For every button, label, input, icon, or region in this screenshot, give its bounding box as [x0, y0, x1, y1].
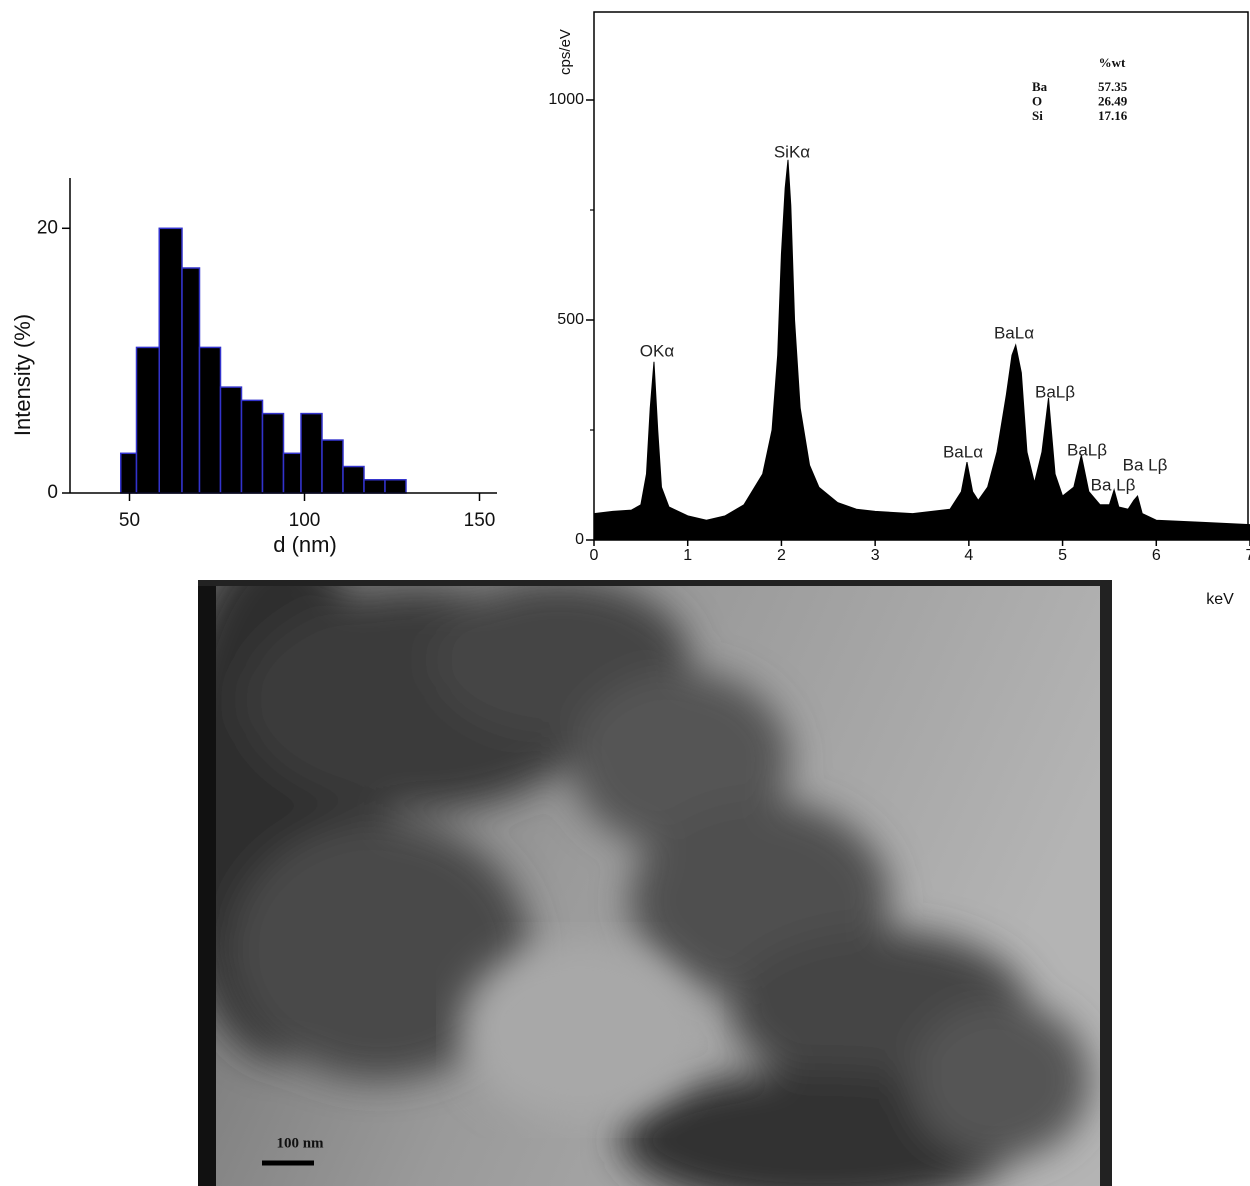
- element: O: [1032, 93, 1042, 108]
- scale-bar-label: 100 nm: [276, 1135, 324, 1151]
- x-axis-label: keV: [1206, 591, 1234, 608]
- x-tick-label: 3: [871, 547, 880, 564]
- x-tick-label: 5: [1058, 547, 1067, 564]
- bar: [135, 346, 160, 494]
- spectrum: [593, 159, 1250, 541]
- frame: [593, 11, 1250, 541]
- peak-label: OKα: [640, 341, 675, 360]
- bar: [181, 267, 201, 494]
- peak-label: SiKα: [774, 142, 810, 161]
- bar: [282, 452, 302, 494]
- bar: [240, 399, 264, 494]
- peak-label: BaLβ: [1067, 440, 1107, 459]
- y-axis-label: Intensity (%): [10, 314, 35, 436]
- weight: 26.49: [1098, 93, 1128, 108]
- x-tick-label: 100: [289, 510, 321, 531]
- element: Si: [1032, 108, 1043, 123]
- weight: 17.16: [1098, 108, 1128, 123]
- x-tick-label: 6: [1152, 547, 1161, 564]
- x-axis-label: d (nm): [273, 532, 337, 557]
- peak-label: BaLα: [994, 323, 1034, 342]
- y-tick-label: 0: [575, 531, 584, 548]
- bar: [120, 452, 138, 494]
- y-tick-label: 500: [557, 311, 584, 328]
- x-tick-label: 0: [590, 547, 599, 564]
- y-tick-label: 0: [47, 482, 58, 503]
- bar: [342, 465, 365, 494]
- table-header: %wt: [1099, 55, 1126, 70]
- x-tick-label: 150: [464, 510, 496, 531]
- tem-image: 100 nm: [198, 580, 1112, 1186]
- bar: [300, 412, 323, 494]
- peak-label: BaLβ: [1035, 382, 1075, 401]
- element: Ba: [1032, 79, 1048, 94]
- peak-label: BaLα: [943, 442, 983, 461]
- peak-label: Ba Lβ: [1091, 475, 1136, 494]
- x-tick-label: 1: [683, 547, 692, 564]
- peak-label: Ba Lβ: [1123, 455, 1168, 474]
- bar: [198, 346, 222, 494]
- bar: [261, 412, 285, 494]
- bar: [384, 479, 407, 494]
- x-tick-label: 7: [1246, 547, 1250, 564]
- bar: [158, 227, 183, 494]
- y-tick-label: 1000: [548, 91, 584, 108]
- bar: [363, 479, 386, 494]
- bar: [219, 386, 243, 494]
- x-tick-label: 50: [119, 510, 140, 531]
- weight: 57.35: [1098, 79, 1128, 94]
- y-axis-label: cps/eV: [557, 29, 574, 75]
- bar: [321, 439, 344, 494]
- x-tick-label: 4: [964, 547, 973, 564]
- x-tick-label: 2: [777, 547, 786, 564]
- y-tick-label: 20: [37, 217, 58, 238]
